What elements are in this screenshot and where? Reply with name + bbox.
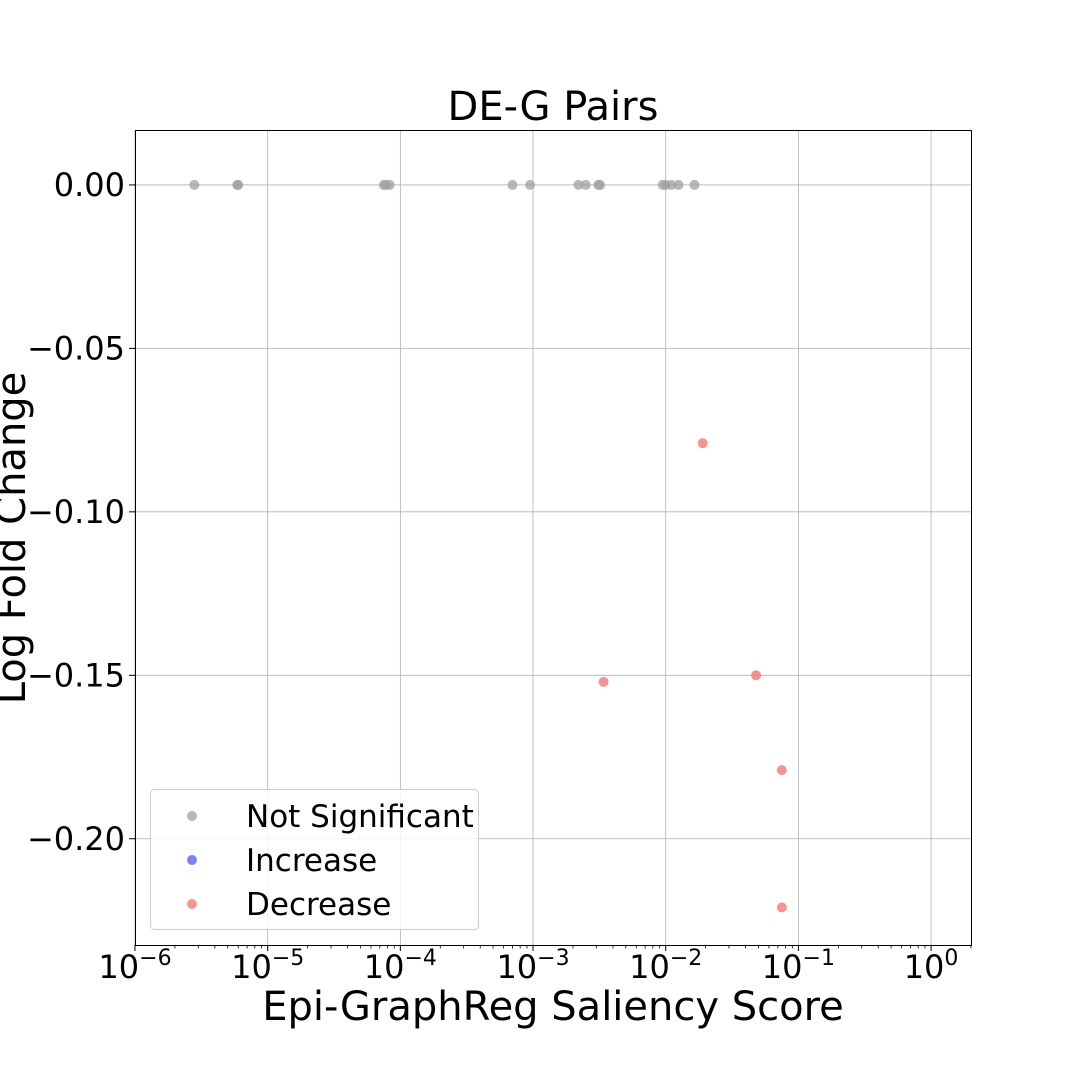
x-tick-label-exponent: −2: [670, 946, 702, 971]
x-tick-label-base: 10: [364, 948, 405, 986]
legend-marker: [187, 811, 197, 821]
point-decrease: [697, 438, 708, 449]
point-decrease: [776, 765, 787, 776]
legend: Not Significant Increase Decrease: [150, 789, 479, 930]
x-axis-ticks: 10−6 10−5 10−4 10−3 10−2 10−1 100: [98, 945, 972, 986]
y-tick-label: −0.20: [27, 820, 125, 858]
point-not-significant: [673, 179, 684, 190]
x-tick-label-exponent: 0: [944, 946, 958, 971]
x-tick-label-exponent: −3: [537, 946, 569, 971]
x-tick-label: 100: [904, 946, 959, 986]
x-tick-label: 10−3: [496, 946, 569, 986]
point-not-significant: [384, 179, 395, 190]
legend-label: Decrease: [246, 887, 391, 923]
y-axis-label: Log Fold Change: [0, 372, 35, 705]
legend-label: Increase: [246, 843, 377, 879]
chart-title: DE-G Pairs: [448, 84, 659, 130]
x-tick-label-base: 10: [98, 948, 139, 986]
point-not-significant: [595, 179, 606, 190]
legend-marker: [187, 855, 197, 865]
x-tick-label-base: 10: [762, 948, 803, 986]
legend-label: Not Significant: [246, 799, 474, 835]
y-axis-ticks: 0.00 −0.05 −0.10 −0.15 −0.20: [27, 166, 135, 858]
point-decrease: [598, 676, 609, 687]
point-not-significant: [525, 179, 536, 190]
plot-frame: [135, 130, 972, 946]
point-not-significant: [233, 179, 244, 190]
point-decrease: [751, 670, 762, 681]
x-tick-label-base: 10: [629, 948, 670, 986]
point-not-significant: [580, 179, 591, 190]
x-tick-label-exponent: −4: [404, 946, 436, 971]
point-not-significant: [189, 179, 200, 190]
x-tick-label-exponent: −1: [803, 946, 835, 971]
point-not-significant: [507, 179, 518, 190]
x-tick-label-base: 10: [231, 948, 272, 986]
x-tick-label-exponent: −6: [139, 946, 171, 971]
x-tick-label-base: 10: [904, 948, 945, 986]
x-tick-label: 10−2: [629, 946, 702, 986]
point-decrease: [776, 902, 787, 913]
data-points: [189, 179, 787, 913]
x-tick-label: 10−5: [231, 946, 304, 986]
point-not-significant: [689, 179, 700, 190]
legend-marker: [187, 899, 197, 909]
x-tick-label: 10−6: [98, 946, 171, 986]
y-tick-label: 0.00: [54, 166, 125, 204]
y-tick-label: −0.05: [27, 329, 125, 367]
y-tick-label: −0.10: [27, 493, 125, 531]
legend-box: [150, 789, 479, 930]
point-not-significant: [666, 179, 677, 190]
x-tick-label-exponent: −5: [272, 946, 304, 971]
y-tick-label: −0.15: [27, 656, 125, 694]
x-tick-label: 10−1: [762, 946, 835, 986]
x-tick-label-base: 10: [496, 948, 537, 986]
point-not-significant: [573, 179, 584, 190]
x-tick-label: 10−4: [364, 946, 437, 986]
x-axis-label: Epi-GraphReg Saliency Score: [262, 984, 844, 1030]
